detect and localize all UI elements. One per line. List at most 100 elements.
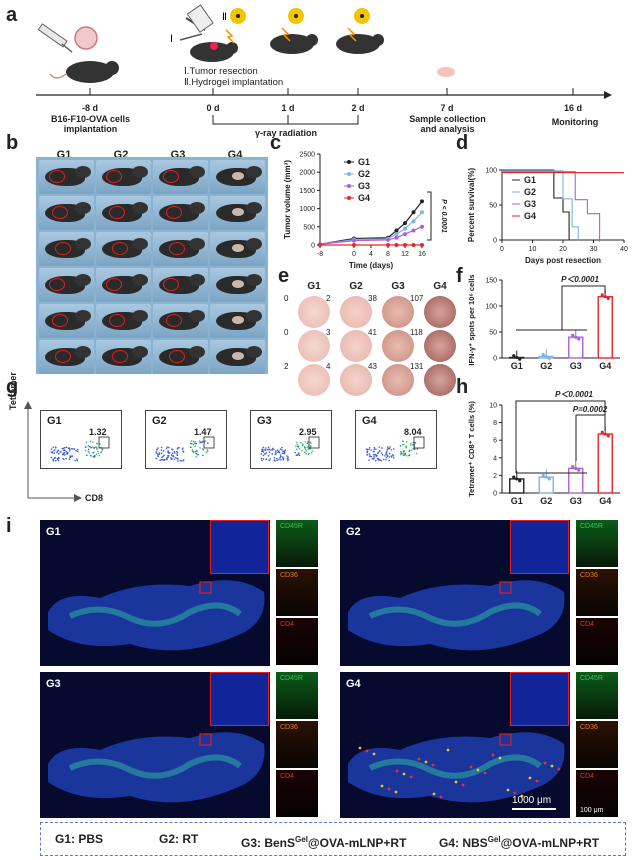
marker-signal	[491, 753, 495, 757]
panel-label-c: c	[270, 132, 282, 154]
flow-event	[281, 452, 284, 455]
flow-event	[370, 449, 372, 451]
mouse-photo	[210, 232, 265, 266]
flow-event	[162, 455, 164, 458]
flow-group-label: G4	[362, 415, 377, 427]
group-legend: G1: PBS G2: RT G3: BenSGel@OVA-mLNP+RT G…	[40, 822, 626, 856]
tissue-outline	[348, 580, 565, 651]
data-point	[394, 243, 399, 247]
spot-count: 0	[284, 328, 289, 337]
x-tick-label: G3	[570, 361, 582, 371]
zoom-inset	[210, 672, 269, 726]
flow-event	[176, 457, 178, 460]
marker-channel: CD4	[276, 770, 318, 817]
flow-event	[52, 446, 55, 449]
flow-event	[267, 454, 270, 457]
mouse-photo	[39, 340, 94, 374]
x-tick-label: G4	[599, 361, 611, 371]
flow-group-label: G1	[47, 415, 62, 427]
y-axis-label: IFN-γ⁺ spots per 10⁶ cells	[467, 274, 476, 365]
flow-event	[96, 448, 98, 450]
flow-event	[268, 451, 271, 453]
flow-event	[69, 450, 71, 452]
data-point	[571, 333, 575, 337]
group-header: G2	[113, 149, 129, 161]
elispot-well	[382, 330, 414, 362]
data-point	[574, 335, 578, 339]
data-point	[603, 295, 607, 299]
marker-channel: CD45R	[576, 672, 618, 719]
legend-g3: G3: BenSGel@OVA-mLNP+RT	[241, 835, 407, 850]
lightning-icon	[281, 27, 291, 42]
flow-event	[282, 450, 285, 453]
x-tick-label: 4	[369, 251, 373, 258]
tumor-circle	[49, 170, 65, 183]
marker-signal	[365, 749, 369, 753]
flow-event	[402, 450, 405, 452]
data-point	[394, 235, 399, 240]
flow-percent: 2.95	[299, 427, 317, 437]
tumor-circle	[163, 278, 179, 291]
flow-event	[274, 460, 276, 462]
tumor-circle	[169, 350, 185, 363]
flow-event	[385, 458, 387, 461]
marker-signal	[417, 757, 421, 761]
marker-signal	[513, 791, 517, 795]
flow-event	[262, 454, 265, 457]
flow-event	[304, 448, 307, 451]
timeline-illustration: Ⅱ Ⅰ	[36, 4, 612, 125]
flow-event	[155, 451, 158, 453]
flow-group-label: G2	[152, 415, 167, 427]
flow-event	[56, 451, 58, 454]
legend-label: G2	[358, 169, 370, 179]
marker-signal	[446, 748, 450, 752]
flow-scatter	[155, 436, 215, 462]
flow-event	[373, 453, 375, 456]
mouse-photo	[210, 340, 265, 374]
flow-event	[263, 449, 265, 451]
y-tick-label: 8	[493, 420, 497, 427]
flow-event	[287, 456, 289, 458]
legend-label: G4	[358, 193, 370, 203]
flow-event	[194, 440, 197, 443]
flow-event	[195, 452, 198, 455]
flow-event	[174, 457, 177, 459]
flow-event	[74, 459, 76, 462]
tissue-follicle	[68, 754, 242, 779]
marker-channel: CD45R	[576, 520, 618, 567]
mouse-photo	[96, 232, 151, 266]
flow-event	[64, 446, 66, 449]
radiation-label: γ-ray radiation	[254, 128, 318, 138]
flow-event	[262, 446, 265, 449]
marker-channel: CD4	[576, 770, 618, 817]
flow-event	[54, 446, 57, 448]
marker-signal	[372, 752, 376, 756]
data-point	[547, 477, 551, 481]
group-header: G4	[227, 149, 243, 161]
marker-signal	[409, 775, 413, 779]
flow-event	[278, 451, 281, 454]
flow-event	[65, 450, 68, 453]
flow-event	[73, 448, 76, 450]
y-tick-label: 500	[303, 224, 315, 231]
spot-count: 2	[284, 362, 289, 371]
scar-mark	[232, 280, 244, 288]
flow-event	[371, 457, 374, 460]
flow-event	[412, 448, 415, 450]
flow-event	[404, 452, 407, 455]
flow-event	[173, 458, 176, 461]
flow-event	[378, 449, 381, 452]
data-point	[403, 221, 407, 226]
y-tick-label: 6	[493, 438, 497, 445]
x-tick-label: 0	[352, 251, 356, 258]
flow-event	[85, 441, 88, 443]
flow-event	[376, 457, 379, 460]
x-tick-label: 30	[590, 246, 598, 253]
flow-event	[191, 448, 194, 451]
elispot-well	[298, 296, 330, 328]
flow-event	[163, 454, 165, 457]
flow-gate	[413, 436, 425, 449]
flow-gate	[203, 436, 215, 449]
flow-event	[267, 446, 270, 449]
flow-event	[271, 453, 274, 455]
